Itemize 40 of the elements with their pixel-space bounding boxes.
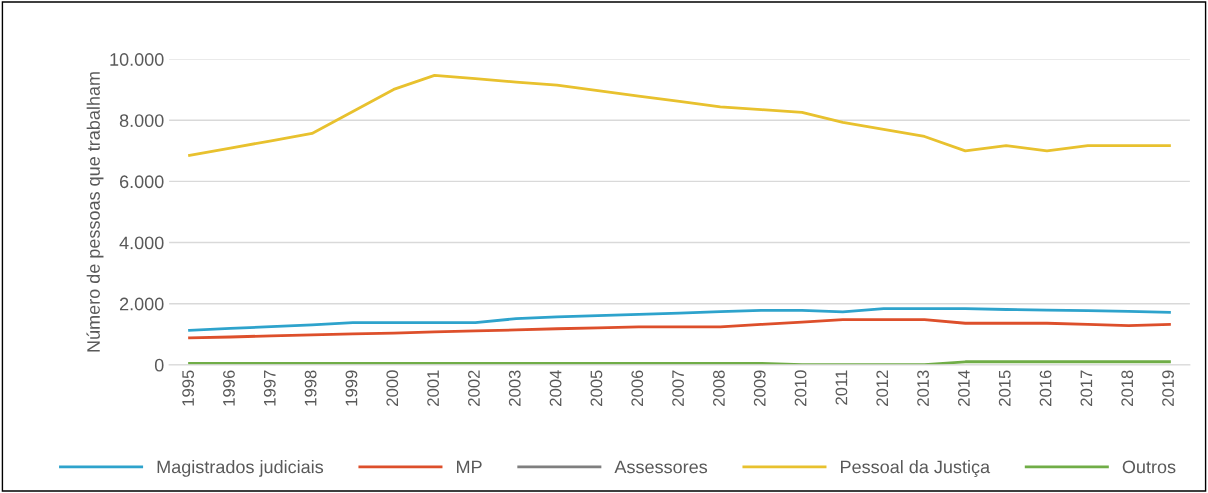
x-tick-label: 2005 <box>590 370 603 406</box>
legend-label: Magistrados judiciais <box>157 460 324 477</box>
x-tick-label: 2011 <box>835 370 848 405</box>
x-tick-label: 2000 <box>386 370 399 406</box>
y-tick-label: 10.000 <box>110 53 164 66</box>
x-tick-label: 2009 <box>753 370 766 406</box>
line-series <box>188 318 1171 340</box>
x-tick-label: 2013 <box>917 370 929 406</box>
legend-label: Pessoal da Justiça <box>841 460 991 477</box>
x-tick-label: 2017 <box>1080 370 1093 406</box>
x-tick-label: 2004 <box>549 370 562 406</box>
x-tick-label: 1998 <box>304 370 317 406</box>
x-tick-label: 2006 <box>631 370 644 406</box>
y-tick-label: 0 <box>154 358 164 372</box>
x-tick-label: 2003 <box>508 370 521 406</box>
y-tick-label: 8.000 <box>119 114 164 128</box>
x-tick-label: 2002 <box>468 370 480 406</box>
x-tick-label: 2008 <box>713 370 725 406</box>
x-tick-label: 1995 <box>182 370 195 406</box>
x-tick-label: 1997 <box>263 370 276 406</box>
x-tick-label: 2001 <box>427 370 439 406</box>
x-tick-label: 2010 <box>794 370 807 406</box>
x-tick-label: 2007 <box>672 370 684 406</box>
legend-label: Outros <box>1122 460 1176 474</box>
x-tick-label: 1996 <box>223 370 235 406</box>
y-tick-label: 6.000 <box>120 175 164 189</box>
line-series <box>188 73 1171 157</box>
y-tick-label: 4.000 <box>119 236 164 250</box>
x-tick-label: 2019 <box>1162 370 1174 406</box>
x-tick-label: 2014 <box>957 370 970 406</box>
x-tick-label: 1999 <box>345 370 358 406</box>
line-series <box>188 307 1171 332</box>
x-tick-label: 2015 <box>998 370 1011 406</box>
x-tick-label: 2016 <box>1039 370 1052 406</box>
y-axis-title: Número de pessoas que trabalham <box>86 72 104 352</box>
x-tick-label: 2018 <box>1121 370 1134 406</box>
x-tick-label: 2012 <box>876 370 889 406</box>
legend-label: Assessores <box>614 460 708 474</box>
y-tick-label: 2.000 <box>119 297 164 311</box>
legend-label: MP <box>457 460 482 474</box>
